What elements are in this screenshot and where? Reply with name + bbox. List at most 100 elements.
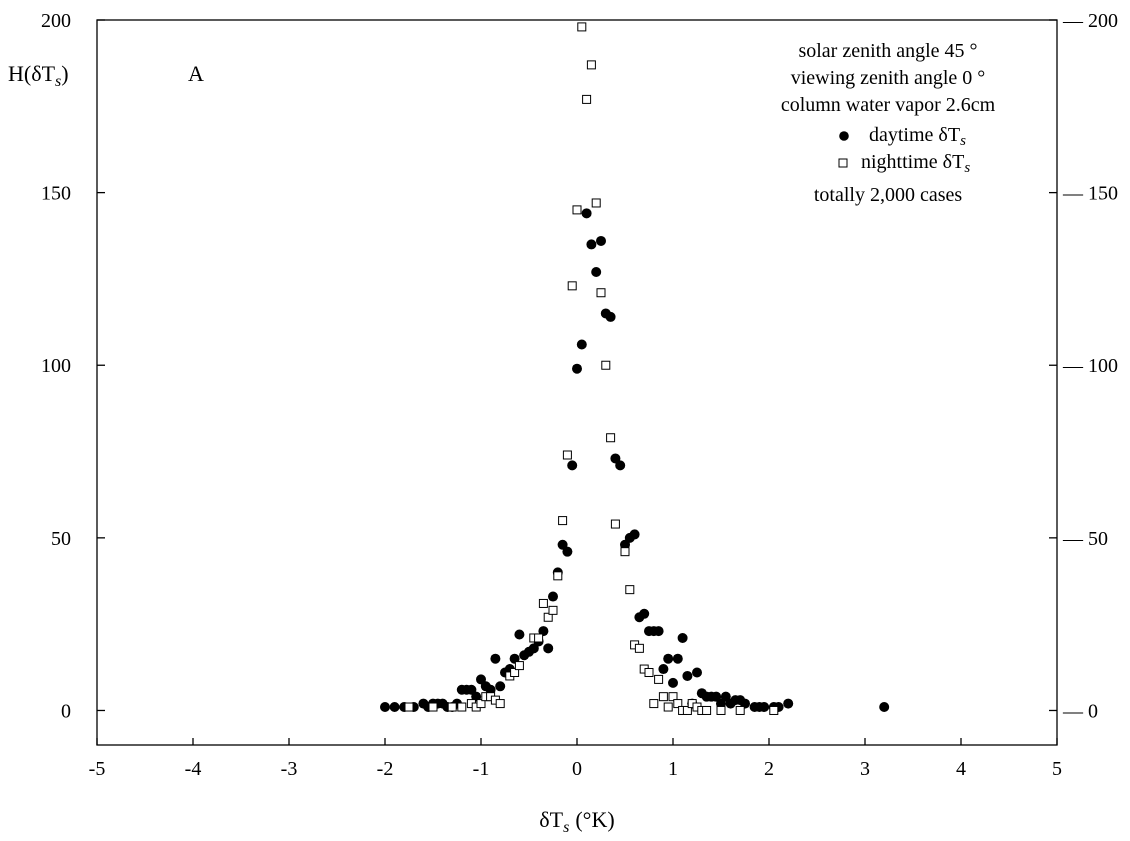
- series-daytime: [380, 208, 890, 713]
- x-tick-label: -3: [281, 758, 298, 780]
- legend-label-daytime-main: daytime δT: [869, 124, 960, 146]
- data-point-daytime: [586, 239, 597, 250]
- data-point-daytime: [682, 670, 693, 681]
- data-point-nighttime: [644, 668, 654, 677]
- x-axis-title-sub: s: [563, 819, 569, 836]
- x-tick-label: 5: [1052, 758, 1062, 780]
- data-point-daytime: [879, 702, 890, 713]
- data-point-nighttime: [553, 571, 563, 581]
- data-point-nighttime: [562, 450, 572, 460]
- data-point-nighttime: [735, 705, 745, 715]
- annotation-viewing-zenith: viewing zenith angle 0 °: [791, 67, 986, 89]
- y-tick-label-right: — 0: [1062, 700, 1098, 722]
- data-point-daytime: [581, 208, 592, 219]
- data-point-nighttime: [510, 668, 520, 677]
- data-point-nighttime: [634, 643, 644, 653]
- data-point-daytime: [658, 664, 669, 675]
- data-point-nighttime: [567, 281, 577, 291]
- data-point-daytime: [605, 311, 616, 322]
- data-point-daytime: [615, 460, 626, 471]
- data-point-daytime: [672, 653, 683, 664]
- series-nighttime: [404, 22, 779, 715]
- x-axis-title: δTs (°K): [539, 807, 614, 836]
- data-point-daytime: [495, 681, 506, 692]
- legend-marker-daytime: [839, 131, 849, 141]
- x-tick-label: -5: [89, 758, 106, 780]
- data-point-nighttime: [428, 702, 438, 712]
- y-tick-label-right: — 50: [1062, 528, 1108, 550]
- data-point-daytime: [543, 643, 554, 654]
- data-point-daytime: [759, 702, 770, 713]
- data-point-daytime: [653, 626, 664, 637]
- x-tick-label: -1: [473, 758, 490, 780]
- data-point-nighttime: [514, 661, 524, 671]
- data-point-daytime: [572, 363, 582, 374]
- legend-label-nighttime-main: nighttime δT: [861, 151, 964, 173]
- data-point-nighttime: [577, 22, 587, 32]
- data-point-nighttime: [447, 702, 457, 712]
- data-point-nighttime: [658, 692, 668, 702]
- data-point-nighttime: [476, 699, 486, 709]
- data-point-nighttime: [558, 516, 568, 526]
- legend-label-daytime: daytime δTs: [869, 124, 966, 149]
- data-point-nighttime: [495, 699, 505, 709]
- data-point-daytime: [639, 608, 650, 619]
- y-axis-title: H(δTs): [8, 61, 69, 90]
- data-point-daytime: [591, 267, 602, 278]
- data-point-nighttime: [548, 605, 558, 615]
- x-tick-label: -4: [185, 758, 202, 780]
- legend-label-daytime-sub: s: [960, 133, 966, 149]
- data-point-daytime: [663, 653, 674, 664]
- data-point-daytime: [548, 591, 558, 602]
- y-tick-label-left: 0: [61, 700, 71, 722]
- data-point-daytime: [514, 629, 525, 640]
- data-point-nighttime: [663, 702, 673, 712]
- data-point-daytime: [629, 529, 640, 540]
- x-tick-label: 3: [860, 758, 870, 780]
- x-axis: -5 -4 -3 -2 -1 0 1 2 3 4 5: [89, 738, 1062, 780]
- legend-label-nighttime-sub: s: [964, 160, 970, 176]
- data-point-nighttime: [538, 598, 548, 608]
- data-point-nighttime: [534, 633, 544, 643]
- data-point-nighttime: [404, 702, 414, 712]
- data-point-nighttime: [457, 702, 467, 712]
- x-axis-title-main: δT: [539, 807, 563, 832]
- data-marks: [380, 22, 890, 715]
- data-point-nighttime: [601, 360, 611, 370]
- data-point-nighttime: [702, 705, 712, 715]
- y-axis-right: — 0 — 50 — 100 — 150 — 200: [1049, 10, 1118, 722]
- legend-marker-nighttime: [838, 158, 848, 168]
- y-tick-label-right: — 150: [1062, 183, 1118, 205]
- data-point-daytime: [567, 460, 578, 471]
- y-tick-label-left: 100: [41, 355, 71, 377]
- data-point-nighttime: [654, 674, 664, 684]
- data-point-nighttime: [572, 205, 582, 215]
- data-point-daytime: [668, 677, 678, 688]
- annotation-water-vapor: column water vapor 2.6cm: [781, 94, 996, 116]
- data-point-nighttime: [610, 519, 620, 529]
- data-point-nighttime: [582, 94, 592, 104]
- data-point-daytime: [389, 702, 400, 713]
- x-tick-label: 1: [668, 758, 678, 780]
- panel-label: A: [188, 61, 204, 86]
- y-axis-title-sub: s: [55, 73, 61, 90]
- data-point-nighttime: [716, 705, 726, 715]
- y-axis-title-close: ): [61, 61, 68, 86]
- data-point-daytime: [490, 653, 501, 664]
- x-tick-label: -2: [377, 758, 394, 780]
- data-point-nighttime: [586, 60, 596, 70]
- legend: daytime δTs nighttime δTs: [838, 124, 970, 176]
- data-point-nighttime: [673, 699, 683, 709]
- y-tick-label-right: — 200: [1062, 10, 1118, 32]
- y-tick-label-right: — 100: [1062, 355, 1118, 377]
- annotation-solar-zenith: solar zenith angle 45 °: [798, 40, 977, 62]
- data-point-nighttime: [682, 705, 692, 715]
- data-point-daytime: [380, 702, 390, 713]
- x-tick-label: 0: [572, 758, 582, 780]
- data-point-nighttime: [668, 692, 678, 702]
- data-point-nighttime: [620, 547, 630, 557]
- data-point-nighttime: [606, 433, 616, 443]
- data-point-nighttime: [625, 585, 635, 595]
- data-point-daytime: [576, 339, 587, 350]
- y-tick-label-left: 50: [51, 528, 71, 550]
